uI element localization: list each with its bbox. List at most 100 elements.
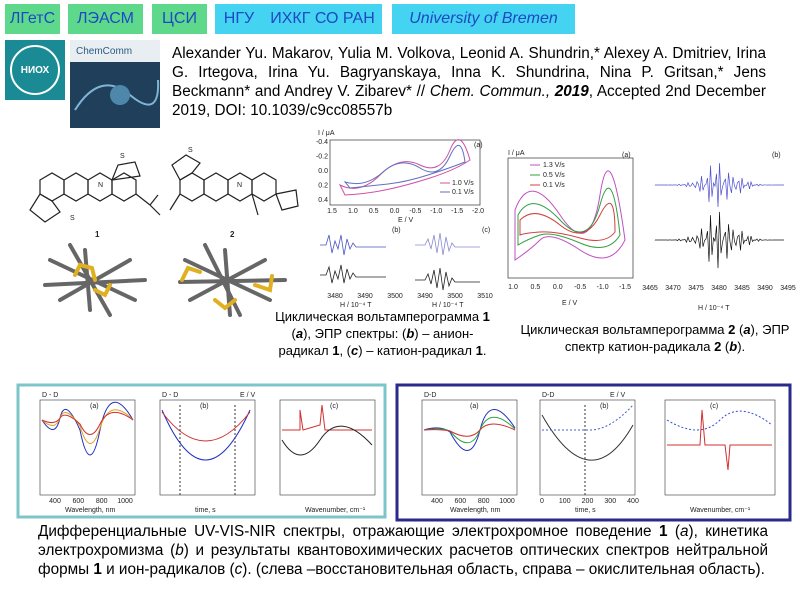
tick-label: 300: [604, 498, 616, 505]
axis-title: H / 10⁻⁴ T: [698, 305, 730, 312]
tick-label: 0.5: [531, 284, 541, 291]
atom-label: N: [237, 182, 242, 189]
tick-label: -0.5: [574, 284, 586, 291]
text-segment: ) и результаты квантовохимических расчет…: [38, 542, 768, 578]
atom-label: S: [70, 215, 75, 222]
text-segment: b: [406, 326, 415, 341]
tick-label: 3500: [387, 293, 403, 300]
text-segment: ), кинетика электрохромизма (: [38, 523, 768, 559]
cv-plot-2: I / μA E / V (a) 1.3 V/s 0.5 V/s 0.1 V/s…: [507, 150, 634, 307]
caption-cv-1: Циклическая вольтамперограмма 1 (a), ЭПР…: [275, 308, 490, 359]
tick-label: 3480: [711, 285, 727, 292]
text-segment: , Accepted 2nd December 2019, DOI: 10.10…: [172, 83, 766, 119]
tick-label: 800: [96, 498, 108, 505]
spectra-right: D-D D-D E / V (a) (b) (c) Wavelength, nm…: [421, 392, 776, 514]
panel-label: (b): [600, 403, 609, 410]
text-segment: 1: [332, 343, 340, 358]
text-segment: (: [291, 326, 296, 341]
text-segment: Циклическая вольтамперограмма: [520, 322, 729, 337]
text-segment: ), ЭПР спектр катион-радикала: [564, 322, 790, 354]
text-segment: ).: [737, 339, 746, 354]
header-tag: НГУ: [215, 4, 263, 34]
legend-label: 1.0 V/s: [452, 180, 474, 187]
right-panel-frame: [395, 383, 792, 522]
panel-label: (c): [330, 403, 338, 410]
legend-label: 0.5 V/s: [543, 172, 565, 179]
tick-label: 3490: [357, 293, 373, 300]
axis-title: time, s: [195, 507, 216, 514]
header-tag: University of Bremen: [392, 4, 575, 34]
text-segment: a: [743, 322, 751, 337]
left-panel-frame: [16, 383, 387, 519]
text-segment: Alexander Yu. Makarov, Yulia M. Volkova,…: [172, 45, 766, 100]
axis-title: D-D: [542, 392, 554, 399]
panel-label: (a): [474, 142, 483, 149]
tick-label: 0.0: [318, 168, 328, 175]
tick-label: 3490: [417, 293, 433, 300]
axis-title: E / V: [398, 217, 414, 224]
tick-label: 0.0: [390, 208, 400, 215]
caption-bottom: Дифференциальные UV-VIS-NIR спектры, отр…: [38, 522, 768, 579]
tick-label: 1000: [117, 498, 133, 505]
logo: НИОХ: [5, 40, 65, 100]
text-segment: 2019: [554, 83, 589, 100]
tick-label: 1.0: [508, 284, 518, 291]
molecule-label: 2: [230, 230, 235, 239]
axis-title: Wavenumber, cm⁻¹: [305, 507, 366, 514]
panel-label: (c): [482, 227, 490, 234]
panel-label: (a): [622, 152, 631, 159]
panel-label: (b): [772, 152, 781, 159]
tick-label: 100: [559, 498, 571, 505]
text-segment: ) – катион-радикал: [358, 343, 476, 358]
text-segment: c: [234, 561, 243, 578]
text-segment: 1: [475, 343, 483, 358]
tick-label: -2.0: [472, 208, 484, 215]
text-segment: b: [729, 339, 738, 354]
tick-label: 3470: [665, 285, 681, 292]
journal-title: ChemComm: [76, 46, 132, 57]
text-segment: 1: [93, 561, 102, 578]
atom-label: N: [98, 182, 103, 189]
text-segment: Chem. Commun.,: [429, 83, 551, 100]
axis-title: E / V: [240, 392, 256, 399]
tick-label: 3490: [757, 285, 773, 292]
logo-text: НИОХ: [21, 65, 50, 76]
text-segment: 1: [658, 523, 668, 540]
axis-title: Wavenumber, cm⁻¹: [690, 507, 751, 514]
molecule-2: [169, 154, 299, 216]
text-segment: b: [175, 542, 184, 559]
axis-title: time, s: [575, 507, 596, 514]
header-tag: ЛЭАСМ: [68, 4, 143, 34]
text-segment: и ион-радикалов (: [101, 561, 235, 578]
cv-plot-1: I / μA E / V (a) 1.0 V/s 0.1 V/s 1.5 1.0 0…: [316, 130, 484, 224]
epr-plot-2: (b) H / 10⁻⁴ T 3465 3470 3475 3480 3485 3490 3…: [642, 152, 796, 312]
axis-title: D - D: [42, 392, 58, 399]
text-segment: 1: [482, 309, 490, 324]
text-segment: (: [667, 523, 680, 540]
text-segment: 2: [714, 339, 722, 354]
legend-label: 0.1 V/s: [452, 189, 474, 196]
tick-label: -0.2: [316, 154, 328, 161]
tick-label: 0.4: [318, 197, 328, 204]
tick-label: -1.0: [597, 284, 609, 291]
header-tag: ЦСИ: [152, 4, 207, 34]
tick-label: 3510: [477, 293, 493, 300]
tick-label: 0.2: [318, 183, 328, 190]
panel-label: (b): [200, 403, 209, 410]
text-segment: Дифференциальные UV-VIS-NIR спектры, отр…: [38, 523, 659, 540]
text-segment: (: [721, 339, 730, 354]
tick-label: -0.5: [409, 208, 421, 215]
text-segment: Циклическая вольтамперограмма: [275, 309, 483, 324]
text-segment: ), ЭПР спектры: (: [303, 326, 407, 341]
tick-label: 1.0: [348, 208, 358, 215]
axis-title: D - D: [162, 392, 178, 399]
tick-label: 3480: [327, 293, 343, 300]
tick-label: 800: [478, 498, 490, 505]
epr-plot-1: (b) (c) H / 10⁻⁴ T H / 10⁻⁴ T 3480 3490 35…: [320, 227, 493, 309]
tick-label: -1.0: [430, 208, 442, 215]
axis-title: Wavelength, nm: [450, 507, 500, 514]
axis-title: H / 10⁻⁴ T: [340, 302, 372, 309]
tick-label: 3475: [688, 285, 704, 292]
tick-label: 1.5: [327, 208, 337, 215]
